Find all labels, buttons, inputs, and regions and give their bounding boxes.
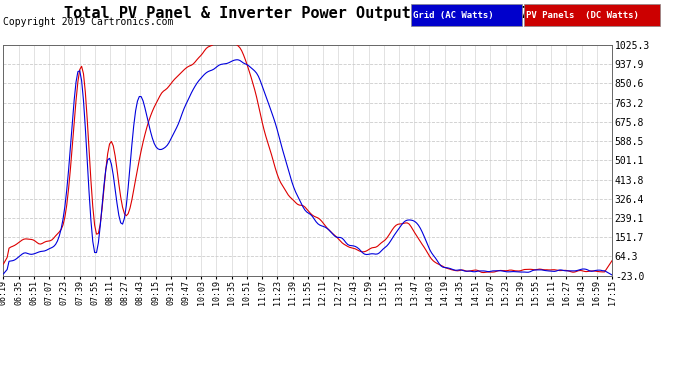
Text: PV Panels  (DC Watts): PV Panels (DC Watts) <box>526 11 640 20</box>
Text: Grid (AC Watts): Grid (AC Watts) <box>413 11 494 20</box>
Text: Copyright 2019 Cartronics.com: Copyright 2019 Cartronics.com <box>3 17 174 27</box>
Text: Total PV Panel & Inverter Power Output Sat Mar 9 17:23: Total PV Panel & Inverter Power Output S… <box>64 6 557 21</box>
